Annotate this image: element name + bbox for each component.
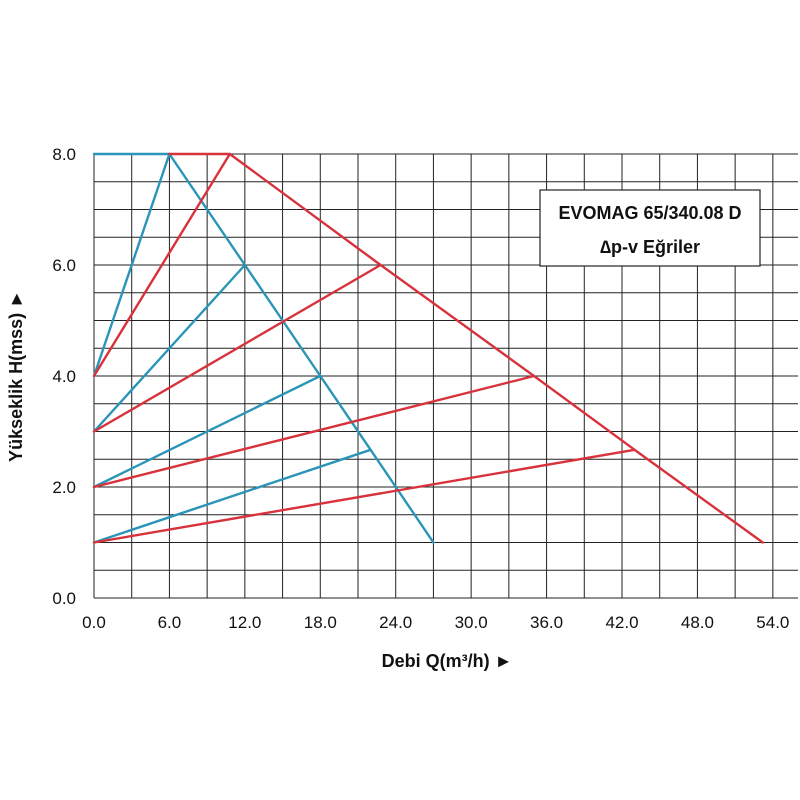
series-line-red-1 (92, 448, 636, 544)
series-line-blue-3 (92, 263, 247, 433)
y-tick-label: 2.0 (52, 478, 76, 497)
chart-subtitle: ∆p-v Eğriler (600, 237, 700, 257)
series-line-blue-4 (92, 152, 171, 378)
title-box: EVOMAG 65/340.08 D ∆p-v Eğriler (539, 189, 761, 267)
x-tick-label: 24.0 (379, 613, 412, 632)
y-tick-label: 8.0 (52, 145, 76, 164)
x-tick-label: 48.0 (681, 613, 714, 632)
series-line-blue-max (92, 152, 435, 544)
series-line-red-3 (92, 263, 382, 433)
x-tick-label: 12.0 (228, 613, 261, 632)
chart-title: EVOMAG 65/340.08 D (558, 203, 741, 223)
series-line-red-2 (92, 374, 536, 489)
series-line-blue-2 (92, 374, 322, 489)
y-tick-label: 6.0 (52, 256, 76, 275)
series-group (92, 152, 764, 544)
series-line-red-max (168, 152, 764, 544)
x-tick-label: 0.0 (82, 613, 106, 632)
x-tick-label: 30.0 (455, 613, 488, 632)
y-axis-title: Yükseklik H(mss) ► (6, 290, 26, 462)
x-tick-label: 6.0 (158, 613, 182, 632)
x-tick-label: 36.0 (530, 613, 563, 632)
x-tick-label: 42.0 (605, 613, 638, 632)
grid (93, 153, 798, 599)
x-tick-label: 18.0 (304, 613, 337, 632)
y-tick-label: 0.0 (52, 589, 76, 608)
y-tick-labels: 0.0 2.0 4.0 6.0 8.0 (52, 145, 76, 608)
title-box-frame (539, 189, 761, 267)
series-line-red-4 (92, 152, 232, 378)
series-line-blue-1 (92, 448, 372, 544)
x-tick-labels: 0.0 6.0 12.0 18.0 24.0 30.0 36.0 42.0 48.0 54.0 (82, 613, 789, 632)
y-tick-label: 4.0 (52, 367, 76, 386)
x-axis-title: Debi Q(m³/h) ► (382, 651, 513, 671)
x-tick-label: 54.0 (756, 613, 789, 632)
